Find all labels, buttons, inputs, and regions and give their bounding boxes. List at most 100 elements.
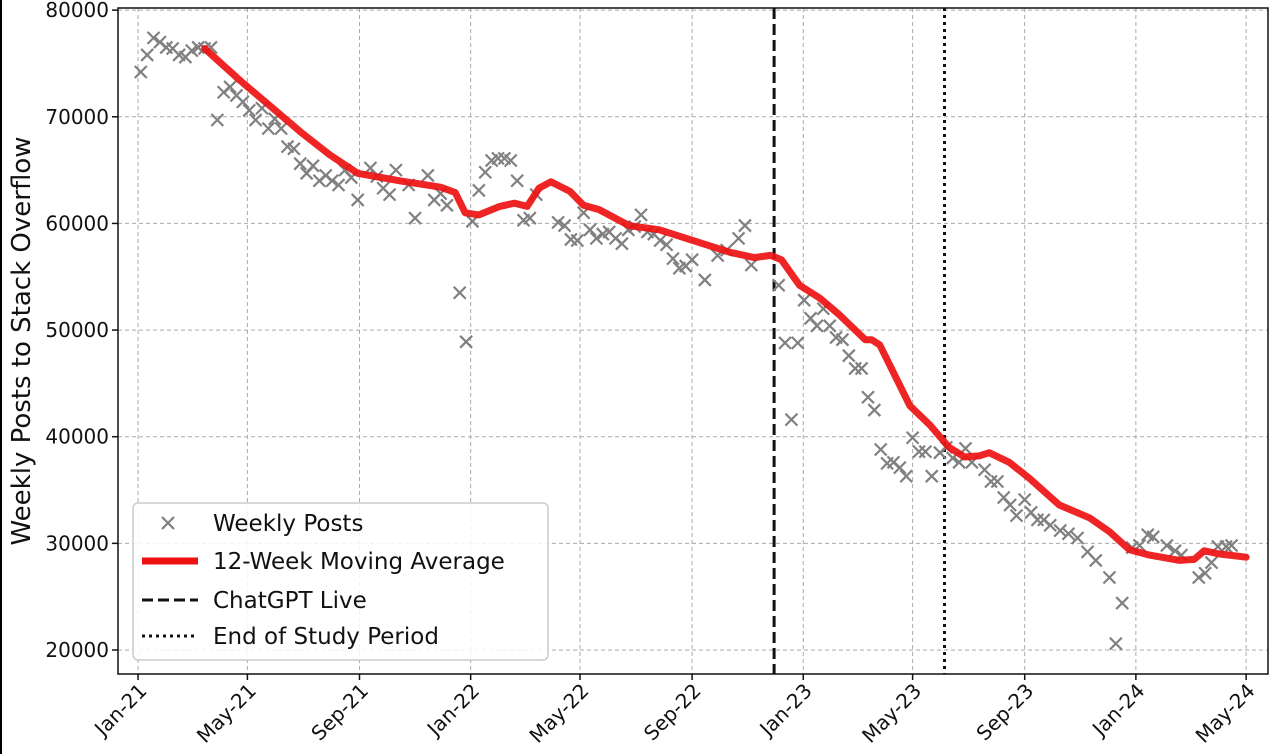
x-marker-stroke <box>1146 530 1160 544</box>
weekly-posts-point <box>570 233 585 248</box>
x-marker-stroke <box>861 390 875 405</box>
x-marker-stroke <box>1009 508 1024 523</box>
x-tick-label: Jan-23 <box>754 679 817 742</box>
x-marker-stroke <box>140 48 154 62</box>
x-marker-stroke <box>325 173 339 188</box>
x-marker-stroke <box>803 311 818 326</box>
y-tick-label: 80000 <box>45 0 109 22</box>
x-marker-stroke <box>1017 492 1032 507</box>
plot-frame <box>117 7 1269 675</box>
x-marker-stroke <box>666 251 680 266</box>
weekly-posts-series <box>134 31 1239 651</box>
weekly-posts-point <box>440 198 454 213</box>
weekly-posts-point <box>382 187 397 202</box>
weekly-posts-point <box>261 121 276 136</box>
x-marker-stroke <box>1061 526 1076 541</box>
x-marker-stroke <box>331 178 346 192</box>
legend-box <box>132 502 549 661</box>
weekly-posts-point <box>523 211 537 225</box>
weekly-posts-point <box>134 65 148 79</box>
x-marker-stroke <box>185 43 199 58</box>
weekly-posts-point <box>854 361 869 376</box>
x-tick-label: May-22 <box>524 679 593 748</box>
weekly-posts-point <box>1102 570 1117 585</box>
x-marker-stroke <box>990 474 1005 489</box>
weekly-posts-point <box>1003 498 1017 512</box>
weekly-posts-point <box>698 273 712 287</box>
x-marker-stroke <box>996 490 1011 505</box>
weekly-posts-point <box>822 319 837 333</box>
weekly-posts-point <box>861 390 875 405</box>
x-marker-stroke <box>280 139 295 154</box>
x-marker-stroke <box>146 31 161 45</box>
x-marker-stroke <box>659 237 674 252</box>
weekly-posts-point <box>1070 531 1085 545</box>
weekly-posts-point <box>659 237 674 252</box>
y-tick-label: 40000 <box>45 425 109 449</box>
weekly-posts-point <box>421 168 435 183</box>
weekly-posts-point <box>146 31 161 45</box>
x-marker-stroke <box>421 168 435 183</box>
y-axis-ticks: 20000 30000 40000 50000 60000 70000 80000 <box>45 0 118 662</box>
x-tick-label: Sep-21 <box>306 679 373 746</box>
weekly-posts-point <box>287 141 301 156</box>
x-marker-stroke <box>376 181 390 196</box>
x-marker-stroke <box>918 444 933 459</box>
weekly-posts-point <box>771 278 786 293</box>
weekly-posts-point <box>797 293 811 307</box>
legend-item-moving-average: 12-Week Moving Average <box>142 549 505 575</box>
x-marker-stroke <box>382 187 397 202</box>
weekly-posts-point <box>491 151 505 166</box>
weekly-posts-point <box>478 165 493 180</box>
x-marker-icon <box>161 516 175 530</box>
x-marker-stroke <box>523 211 537 225</box>
legend-item-weekly-posts: Weekly Posts <box>161 511 363 537</box>
weekly-posts-point <box>1043 518 1057 533</box>
weekly-posts-point <box>731 231 746 246</box>
x-marker-stroke <box>984 474 998 489</box>
x-tick-label: Jan-24 <box>1086 679 1149 742</box>
weekly-posts-point <box>223 80 237 94</box>
x-marker-stroke <box>191 40 205 55</box>
moving-average-series <box>201 45 1250 564</box>
weekly-posts-point <box>293 156 308 171</box>
x-marker-stroke <box>1160 538 1174 553</box>
x-marker-stroke <box>744 258 759 272</box>
weekly-posts-point <box>744 258 759 272</box>
x-marker-stroke <box>229 88 244 103</box>
x-marker-stroke <box>557 218 572 233</box>
x-marker-stroke <box>1224 538 1239 553</box>
x-marker-stroke <box>261 121 276 136</box>
x-marker-stroke <box>510 173 524 188</box>
x-marker-stroke <box>602 225 616 239</box>
x-marker-stroke <box>564 232 578 247</box>
x-marker-stroke <box>236 95 250 109</box>
x-marker-stroke <box>306 159 320 173</box>
x-marker-stroke <box>293 156 308 171</box>
x-tick-label: May-23 <box>857 679 926 748</box>
x-tick-label: Sep-23 <box>971 679 1038 746</box>
weekly-posts-point <box>666 251 680 266</box>
x-axis-ticks: Jan-21 May-21 Sep-21 Jan-22 May-22 Sep-22 Jan-… <box>88 674 1260 748</box>
x-marker-stroke <box>854 361 869 376</box>
x-marker-stroke <box>583 223 597 237</box>
weekly-posts-point <box>248 113 263 127</box>
weekly-posts-point <box>408 211 422 225</box>
x-marker-stroke <box>791 336 805 350</box>
weekly-posts-point <box>615 236 629 251</box>
x-marker-stroke <box>440 198 454 213</box>
x-marker-stroke <box>408 211 422 225</box>
weekly-posts-point <box>912 444 926 459</box>
x-marker-stroke <box>165 41 180 56</box>
x-marker-stroke <box>134 65 148 79</box>
x-marker-stroke <box>1024 505 1038 520</box>
weekly-posts-point <box>331 178 346 192</box>
x-marker-stroke <box>1102 570 1117 585</box>
weekly-posts-point <box>510 173 524 188</box>
x-marker-stroke <box>810 319 824 333</box>
x-marker-stroke <box>1168 544 1182 558</box>
weekly-posts-point <box>1204 555 1219 570</box>
weekly-posts-point <box>738 218 752 233</box>
x-tick-label: May-24 <box>1191 679 1260 748</box>
weekly-posts-point <box>1053 523 1068 538</box>
